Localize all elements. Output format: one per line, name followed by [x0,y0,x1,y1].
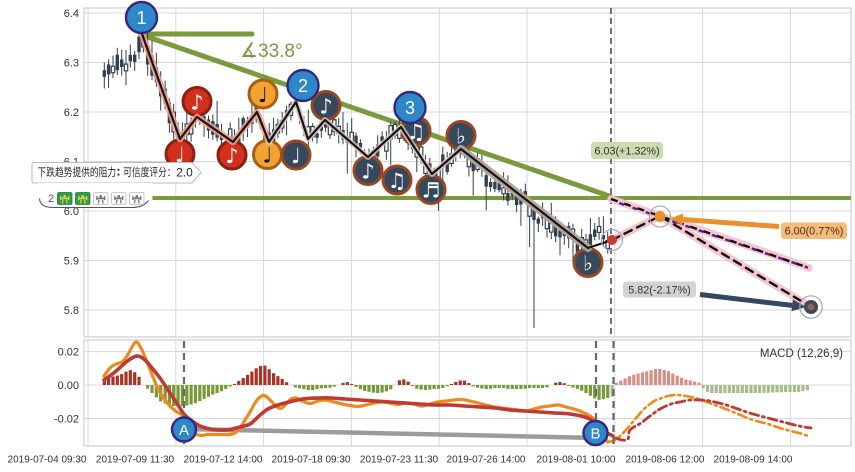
svg-text:A: A [179,422,189,439]
svg-text:6.00(0.77%): 6.00(0.77%) [785,226,844,238]
svg-text:2019-08-09 14:00: 2019-08-09 14:00 [714,455,793,466]
svg-text:2019-07-09 11:30: 2019-07-09 11:30 [96,455,175,466]
svg-text:6.03(+1.32%): 6.03(+1.32%) [594,145,659,157]
svg-text:2019-07-26 14:00: 2019-07-26 14:00 [447,455,526,466]
svg-text:2019-07-23 11:30: 2019-07-23 11:30 [360,455,439,466]
svg-text:0.00: 0.00 [58,380,79,392]
svg-text:2019-07-12 14:00: 2019-07-12 14:00 [184,455,263,466]
svg-text:B: B [590,425,600,442]
svg-text:33.8°: 33.8° [258,41,303,62]
svg-text:2019-08-06 12:00: 2019-08-06 12:00 [626,455,705,466]
svg-text:2019-07-18 09:30: 2019-07-18 09:30 [272,455,351,466]
svg-text:0.02: 0.02 [58,347,79,359]
svg-text:2019-08-01 10:00: 2019-08-01 10:00 [537,455,616,466]
svg-text:2019-07-04 09:30: 2019-07-04 09:30 [8,455,87,466]
svg-text:5.8: 5.8 [64,305,79,317]
svg-text:6.3: 6.3 [64,58,79,70]
svg-text:2.0: 2.0 [176,166,193,180]
svg-text:6.4: 6.4 [64,8,79,20]
svg-text:MACD (12,26,9): MACD (12,26,9) [760,348,843,360]
svg-text:2: 2 [298,76,308,96]
svg-text:1: 1 [136,8,146,28]
svg-text:-0.02: -0.02 [54,414,79,426]
svg-text:2: 2 [48,193,54,205]
svg-text:3: 3 [405,98,415,118]
svg-text:5.82(-2.17%): 5.82(-2.17%) [628,284,690,296]
svg-text:6.0: 6.0 [64,206,79,218]
svg-text:6.2: 6.2 [64,107,79,119]
svg-text:5.9: 5.9 [64,256,79,268]
